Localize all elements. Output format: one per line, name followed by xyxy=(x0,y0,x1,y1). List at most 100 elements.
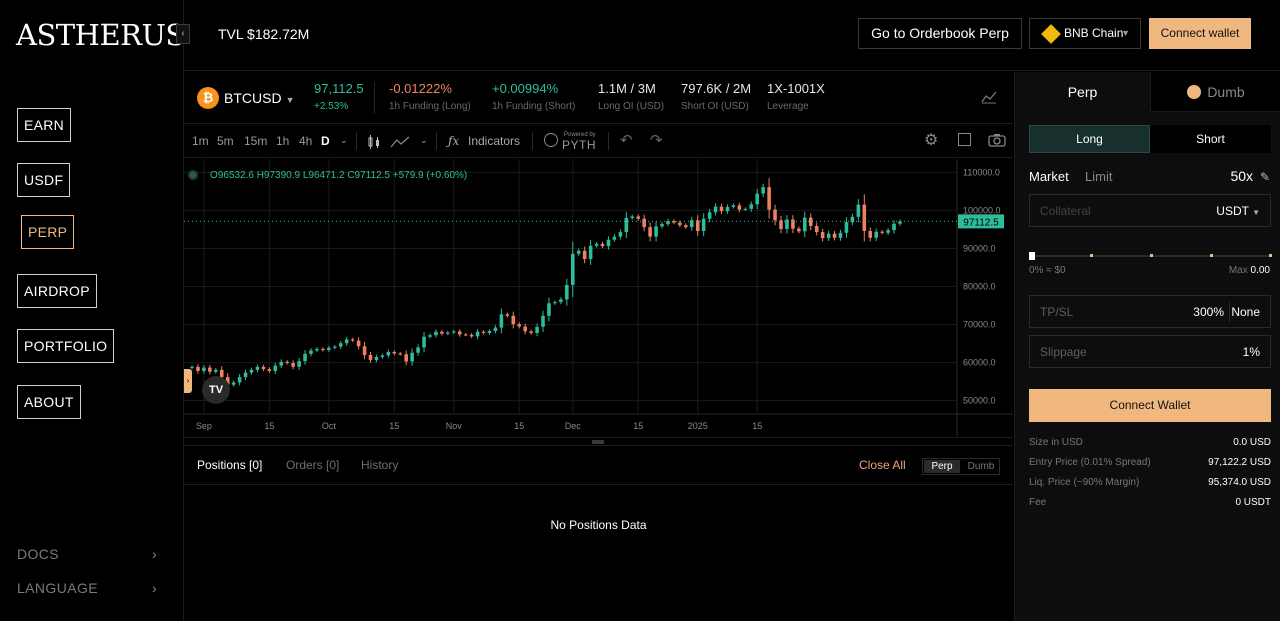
candle-body xyxy=(499,314,504,328)
slider-max-label: Max xyxy=(1228,265,1248,276)
candle-body xyxy=(606,239,611,247)
candle-body xyxy=(392,351,397,354)
go-to-orderbook-button[interactable]: Go to Orderbook Perp xyxy=(858,18,1022,49)
info-label: Entry Price (0.01% Spread) xyxy=(1029,457,1151,468)
candle-body xyxy=(356,340,361,347)
long-button[interactable]: Long xyxy=(1029,125,1150,153)
nav-perp[interactable]: PERP xyxy=(21,215,75,249)
panel-resize-handle[interactable] xyxy=(184,437,1013,446)
chevron-down-icon[interactable]: ⌄ xyxy=(420,135,428,145)
candle-body xyxy=(279,361,284,366)
timeframe-1m[interactable]: 1m xyxy=(192,134,209,148)
line-style-icon[interactable] xyxy=(390,135,410,149)
sidebar-link-language[interactable]: LANGUAGE › xyxy=(17,580,159,596)
collateral-unit-selector[interactable]: USDT ▼ xyxy=(1216,204,1260,218)
short-button[interactable]: Short xyxy=(1196,132,1225,146)
candle-body xyxy=(451,331,456,333)
sidebar-collapse-button[interactable]: ‹ xyxy=(176,24,190,44)
dumb-icon xyxy=(1187,85,1202,99)
nav-earn[interactable]: EARN xyxy=(17,108,72,142)
tpsl-none[interactable]: None xyxy=(1231,305,1260,319)
fullscreen-icon[interactable] xyxy=(958,133,971,146)
connect-wallet-submit-button[interactable]: Connect Wallet xyxy=(1029,389,1271,422)
timeframe-5m[interactable]: 5m xyxy=(217,134,234,148)
line-chart-icon[interactable] xyxy=(981,90,997,104)
connect-wallet-button[interactable]: Connect wallet xyxy=(1149,18,1251,49)
close-all-button[interactable]: Close All xyxy=(859,458,906,472)
timeframe-1h[interactable]: 1h xyxy=(276,134,290,148)
y-tick-label: 100000.0 xyxy=(963,205,1001,215)
chevron-down-icon: ▼ xyxy=(1252,208,1260,217)
pyth-icon xyxy=(544,133,558,147)
tab-perp[interactable]: Perp xyxy=(1015,72,1150,112)
candle-body xyxy=(868,230,873,238)
info-value: 95,374.0 USD xyxy=(1208,477,1271,488)
timeframe-4h[interactable]: 4h xyxy=(299,134,313,148)
candles-icon[interactable] xyxy=(367,134,381,150)
candle-body xyxy=(404,354,408,362)
timeframe-d[interactable]: D xyxy=(321,134,330,148)
y-tick-label: 80000.0 xyxy=(963,282,996,292)
language-label: LANGUAGE xyxy=(17,580,98,596)
powered-by-label: Powered by xyxy=(564,132,596,138)
toggle-dumb[interactable]: Dumb xyxy=(967,461,995,472)
nav-portfolio[interactable]: PORTFOLIO xyxy=(17,329,115,363)
camera-icon[interactable] xyxy=(988,133,1006,147)
candle-body xyxy=(826,233,831,239)
chain-selector[interactable]: BNB Chain ▼ xyxy=(1029,18,1141,49)
settings-gear-icon[interactable]: ⚙ xyxy=(924,132,939,149)
candle-body xyxy=(517,324,522,327)
price-chart[interactable]: 110000.0 100000.0 90000.0 80000.0 70000.0 600… xyxy=(184,159,1013,437)
candle-body xyxy=(838,232,843,238)
nav-airdrop[interactable]: AIRDROP xyxy=(17,274,97,308)
undo-icon[interactable]: ↶ xyxy=(620,132,633,149)
candle-body xyxy=(327,347,331,351)
candle-body xyxy=(291,363,295,367)
candle-body xyxy=(362,346,367,356)
symbol-selector[interactable]: BTCUSD ▼ xyxy=(224,90,294,106)
candle-body xyxy=(672,221,676,223)
collateral-input[interactable]: Collateral USDT ▼ xyxy=(1029,194,1271,227)
edit-pencil-icon: ✎ xyxy=(1259,170,1270,184)
logo[interactable]: ASTHERUS xyxy=(16,15,185,53)
drawing-toolbar-toggle[interactable]: › xyxy=(184,369,192,393)
slider-handle[interactable] xyxy=(1029,252,1035,260)
candle-body xyxy=(755,193,759,205)
indicators-button[interactable]: Indicators xyxy=(468,134,521,148)
order-type-limit[interactable]: Limit xyxy=(1085,169,1113,184)
candle-body xyxy=(559,299,563,303)
x-tick-label: 15 xyxy=(389,421,399,431)
candle-body xyxy=(844,222,849,233)
chevron-down-icon[interactable]: ⌄ xyxy=(340,135,348,145)
nav-usdf[interactable]: USDF xyxy=(17,163,71,197)
divider xyxy=(436,132,437,150)
tab-orders[interactable]: Orders [0] xyxy=(286,458,340,472)
collateral-placeholder: Collateral xyxy=(1040,204,1091,218)
toggle-perp[interactable]: Perp xyxy=(924,460,960,473)
slippage-field[interactable]: Slippage 1% xyxy=(1029,335,1271,368)
tvl-value: TVL $182.72M xyxy=(218,26,310,42)
tradingview-logo-icon[interactable]: TV xyxy=(202,376,230,404)
sidebar-link-docs[interactable]: DOCS › xyxy=(17,546,159,562)
candle-body xyxy=(749,204,754,209)
candle-body xyxy=(261,366,266,370)
order-type-market[interactable]: Market xyxy=(1029,169,1069,184)
indicators-icon[interactable]: ƒx xyxy=(448,134,460,148)
divider xyxy=(532,132,533,150)
candlestick-chart[interactable]: 110000.0 100000.0 90000.0 80000.0 70000.0 600… xyxy=(184,159,1013,437)
candle-body xyxy=(612,236,617,240)
timeframe-15m[interactable]: 15m xyxy=(244,134,268,148)
tab-history[interactable]: History xyxy=(361,458,399,472)
size-slider[interactable] xyxy=(1029,252,1272,260)
leverage-control[interactable]: 50x ✎ xyxy=(1230,168,1270,184)
chevron-down-icon: ▼ xyxy=(1121,28,1130,38)
candle-body xyxy=(594,243,599,246)
funding-short-stat: +0.00994% 1h Funding (Short) xyxy=(492,81,575,112)
candle-body xyxy=(666,221,670,225)
redo-icon[interactable]: ↷ xyxy=(650,132,663,149)
tpsl-field[interactable]: TP/SL 300% None xyxy=(1029,295,1271,328)
tab-positions[interactable]: Positions [0] xyxy=(197,458,263,472)
nav-about[interactable]: ABOUT xyxy=(17,385,81,419)
tab-dumb[interactable]: Dumb xyxy=(1150,72,1280,112)
tpsl-value[interactable]: 300% xyxy=(1193,305,1224,319)
